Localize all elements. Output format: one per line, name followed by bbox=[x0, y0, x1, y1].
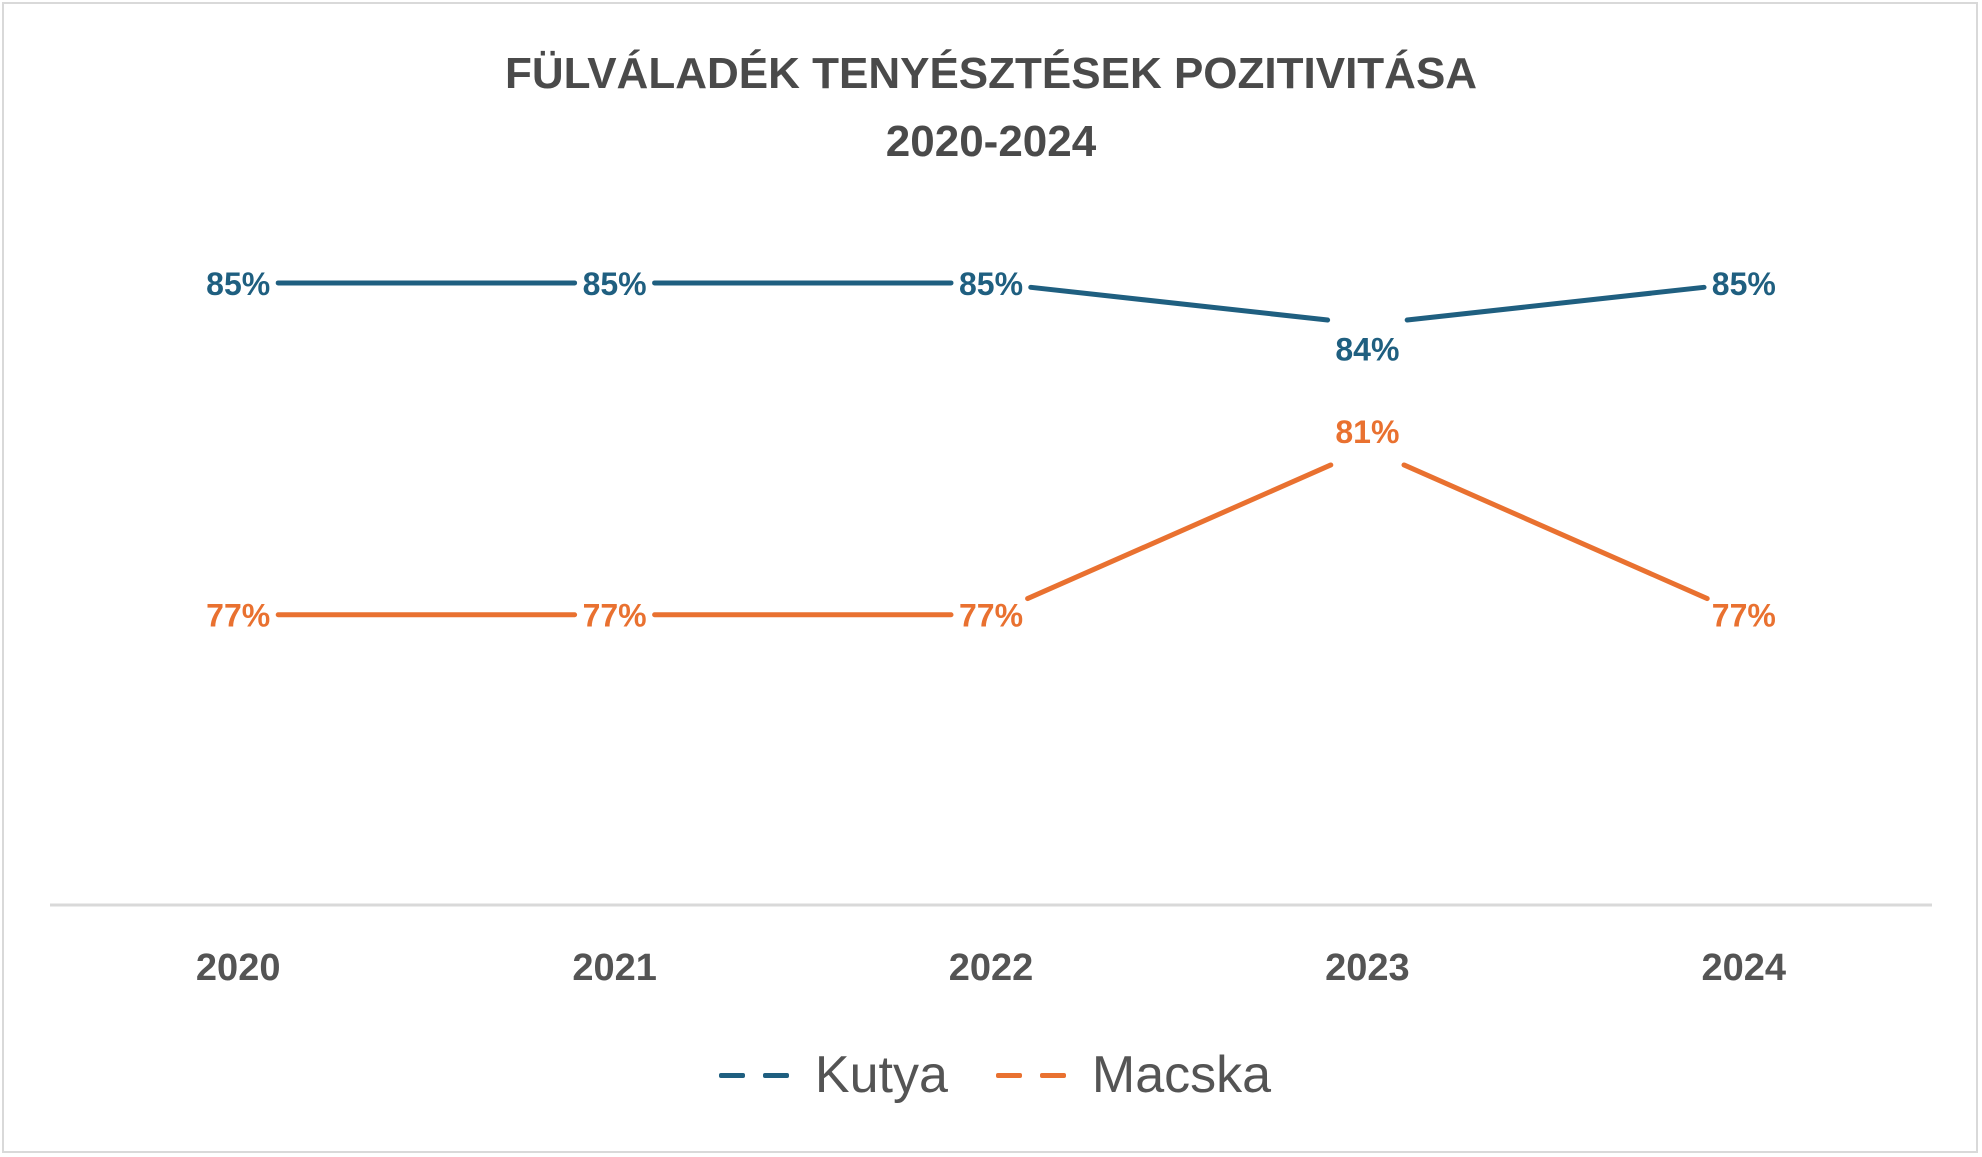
chart-title: FÜLVÁLADÉK TENYÉSZTÉSEK POZITIVITÁSA 202… bbox=[0, 40, 1982, 176]
x-tick-label-2020: 2020 bbox=[196, 947, 281, 989]
series-line-segment bbox=[1025, 462, 1334, 602]
legend-dash bbox=[995, 1073, 1022, 1078]
legend-dash bbox=[718, 1073, 745, 1078]
chart-title-line-2: 2020-2024 bbox=[885, 117, 1097, 166]
series-line-segment bbox=[1028, 284, 1331, 323]
x-tick-label-2024: 2024 bbox=[1702, 947, 1787, 989]
legend: Kutya Macska bbox=[0, 1040, 1982, 1110]
data-label-kutya-2022: 85% bbox=[959, 266, 1023, 302]
data-label-macska-2021: 77% bbox=[583, 598, 647, 634]
data-label-macska-2020: 77% bbox=[206, 598, 270, 634]
series-layer: 85% 85% 85% 84% 85% 77% 77% 77% 81% 77% bbox=[206, 266, 1776, 634]
data-label-macska-2024: 77% bbox=[1712, 598, 1776, 634]
legend-label-kutya: Kutya bbox=[814, 1046, 948, 1104]
legend-dash bbox=[1039, 1073, 1066, 1078]
legend-label-macska: Macska bbox=[1091, 1046, 1272, 1104]
series-macska: 77% 77% 77% 81% 77% bbox=[206, 414, 1776, 634]
x-tick-label-2021: 2021 bbox=[572, 947, 657, 989]
legend-swatch-macska bbox=[988, 1068, 1088, 1082]
data-label-kutya-2020: 85% bbox=[206, 266, 270, 302]
x-tick-label-2022: 2022 bbox=[949, 947, 1034, 989]
data-label-kutya-2021: 85% bbox=[583, 266, 647, 302]
legend-dash bbox=[762, 1073, 789, 1078]
series-kutya: 85% 85% 85% 84% 85% bbox=[206, 266, 1776, 367]
data-label-kutya-2023: 84% bbox=[1335, 331, 1399, 367]
series-line-segment bbox=[1401, 462, 1710, 602]
data-label-macska-2023: 81% bbox=[1335, 414, 1399, 450]
data-label-macska-2022: 77% bbox=[959, 598, 1023, 634]
legend-item-macska[interactable]: Macska bbox=[988, 1045, 1271, 1105]
series-line-segment bbox=[1404, 284, 1707, 323]
x-tick-label-2023: 2023 bbox=[1325, 947, 1410, 989]
data-label-kutya-2024: 85% bbox=[1712, 266, 1776, 302]
legend-swatch-kutya bbox=[711, 1068, 811, 1082]
x-axis-ticks: 2020 2021 2022 2023 2024 bbox=[196, 947, 1786, 989]
legend-item-kutya[interactable]: Kutya bbox=[711, 1045, 948, 1105]
chart-title-line-1: FÜLVÁLADÉK TENYÉSZTÉSEK POZITIVITÁSA bbox=[504, 49, 1478, 98]
